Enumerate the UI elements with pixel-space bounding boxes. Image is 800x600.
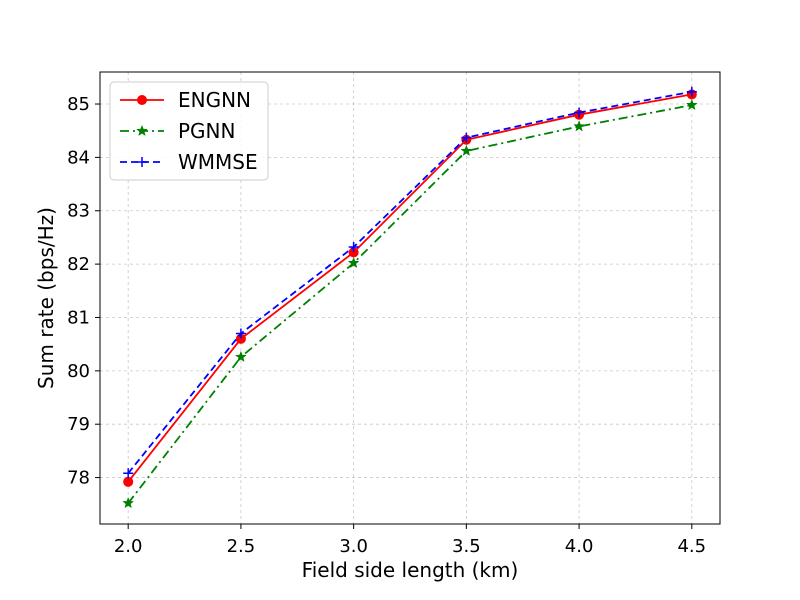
legend-label-pgnn: PGNN [178,119,235,143]
series-line-pgnn [127,104,692,504]
data-point-pgnn [235,350,247,362]
y-tick-label: 85 [67,94,90,115]
legend-marker-engnn [137,95,147,105]
series-pgnn [122,98,698,509]
legend-item-wmmse: WMMSE [120,150,258,174]
data-point-engnn [123,476,134,487]
data-point-pgnn [460,144,473,157]
x-tick-label: 3.0 [339,536,368,557]
legend-marker-pgnn [136,124,148,137]
y-tick-label: 81 [67,307,90,328]
legend-label-wmmse: WMMSE [178,150,258,174]
axes: 2.0 2.5 3.0 3.5 4.0 4.5 78 79 80 81 82 83 84 85 Field … [34,71,721,582]
x-tick-label: 4.0 [565,536,594,557]
data-point-pgnn [573,120,585,132]
data-point-wmmse [348,242,359,253]
data-point-wmmse [123,468,134,479]
data-point-pgnn [122,496,135,509]
y-axis-label: Sum rate (bps/Hz) [34,207,58,389]
y-tick-label: 83 [67,201,90,222]
data-point-wmmse [574,107,585,118]
data-point-wmmse [686,86,697,97]
data-point-pgnn [347,256,360,269]
data-point-pgnn [685,98,698,111]
legend-marker-wmmse [137,157,147,167]
y-tick-label: 80 [67,361,90,382]
y-tick-label: 78 [67,468,90,489]
x-tick-label: 4.5 [677,536,706,557]
legend-box [109,81,269,181]
data-point-wmmse [235,328,246,339]
legend: ENGNN PGNN WMMSE [109,81,269,181]
x-tick-label: 2.0 [114,536,143,557]
series-line-engnn [127,93,692,483]
legend-item-engnn: ENGNN [120,88,251,112]
legend-item-pgnn: PGNN [120,119,235,143]
x-tick-label: 2.5 [227,536,256,557]
y-tick-label: 82 [67,254,90,275]
plot-frame [99,71,721,525]
x-tick-label: 3.5 [452,536,481,557]
series-group [122,86,698,509]
y-tick-label: 84 [67,147,90,168]
series-line-wmmse [127,90,692,474]
data-point-wmmse [461,132,472,143]
x-axis-label: Field side length (km) [302,558,519,582]
legend-label-engnn: ENGNN [178,88,251,112]
series-wmmse [123,86,697,479]
y-tick-label: 79 [67,414,90,435]
